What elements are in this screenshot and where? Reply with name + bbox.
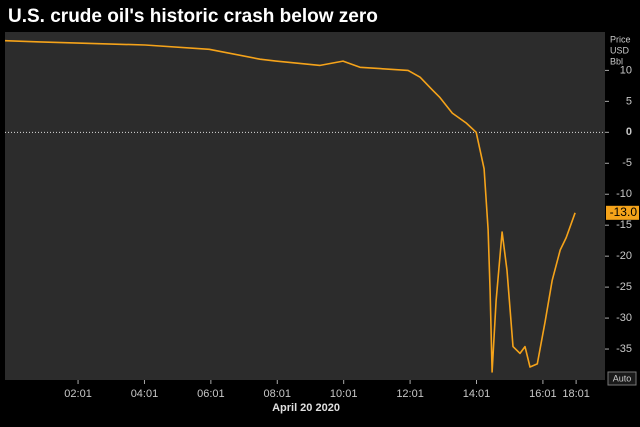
y-tick-label: -20 (616, 250, 632, 262)
x-tick-label: 18:01 (562, 388, 590, 400)
y-tick-label: -15 (616, 219, 632, 231)
y-label: Bbl (610, 56, 623, 66)
x-tick-label: 02:01 (64, 388, 92, 400)
x-tick-label: 10:01 (330, 388, 358, 400)
last-price-box (606, 205, 639, 220)
y-tick-label: -25 (616, 281, 632, 293)
y-tick-label: 10 (620, 64, 632, 76)
auto-button[interactable] (607, 371, 637, 386)
last-price-label: -13.0 (610, 205, 638, 219)
price-line (4, 39, 576, 373)
chart-title: U.S. crude oil's historic crash below ze… (8, 6, 378, 27)
x-tick-label: 16:01 (529, 388, 557, 400)
y-label: USD (610, 45, 630, 55)
y-tick-label: -35 (616, 343, 632, 355)
y-tick-label: -10 (616, 188, 632, 200)
x-tick-label: 14:01 (463, 388, 491, 400)
x-tick-label: 08:01 (264, 388, 292, 400)
plot-area (5, 32, 605, 380)
y-tick-label: 5 (626, 95, 632, 107)
y-label: Price (610, 34, 631, 44)
y-tick-label: -30 (616, 312, 632, 324)
x-label: April 20 2020 (272, 402, 340, 414)
y-tick-label: -5 (622, 157, 632, 169)
y-tick-label: 0 (626, 126, 632, 138)
auto-button-label[interactable]: Auto (613, 373, 632, 383)
x-tick-label: 06:01 (197, 388, 225, 400)
x-tick-label: 12:01 (396, 388, 424, 400)
x-tick-label: 04:01 (131, 388, 159, 400)
